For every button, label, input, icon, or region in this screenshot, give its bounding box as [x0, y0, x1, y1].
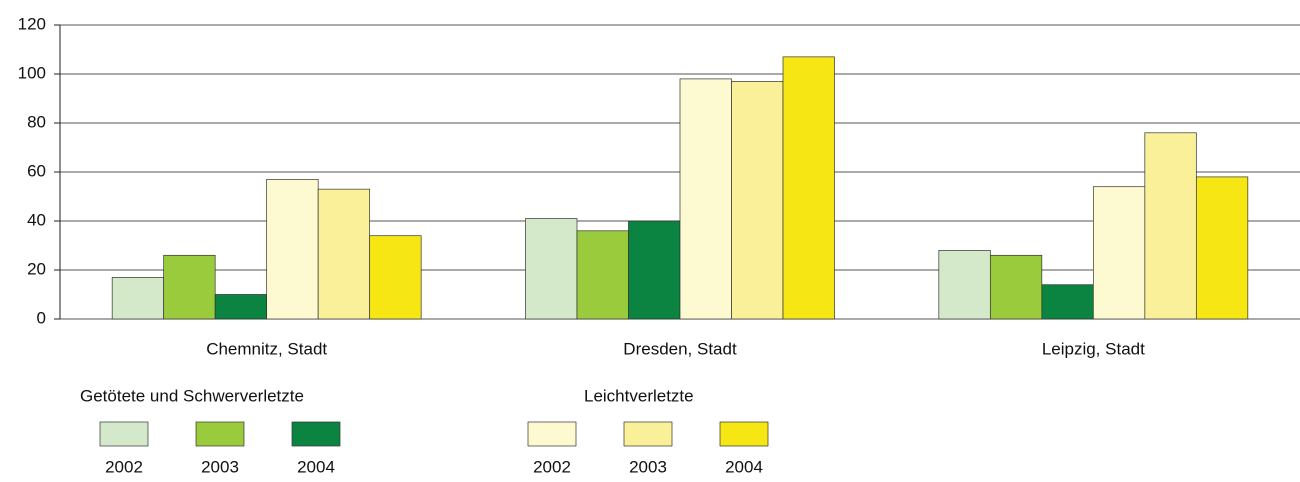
- legend-swatch: [527, 421, 577, 447]
- legend-swatch: [719, 421, 769, 447]
- legend-swatch: [623, 421, 673, 447]
- bar: [214, 294, 268, 320]
- bar: [1144, 132, 1197, 320]
- bar: [576, 230, 629, 320]
- legend-title: Getötete und Schwerverletzte: [80, 386, 304, 405]
- x-tick-label: Leipzig, Stadt: [1042, 339, 1145, 358]
- legend-label: 2002: [105, 457, 143, 476]
- x-tick-label: Dresden, Stadt: [623, 339, 737, 358]
- bar: [111, 277, 165, 320]
- bar: [989, 254, 1043, 320]
- bar: [1041, 284, 1094, 320]
- legend-label: 2003: [201, 457, 239, 476]
- bar: [731, 80, 784, 320]
- bar: [1195, 176, 1249, 320]
- x-tick-label: Chemnitz, Stadt: [206, 339, 327, 358]
- y-tick-label: 80: [27, 112, 46, 131]
- bar: [938, 250, 991, 320]
- bar: [317, 188, 371, 320]
- bar: [679, 78, 732, 320]
- legend-label: 2004: [725, 457, 763, 476]
- legend-title: Leichtverletzte: [584, 386, 694, 405]
- legend-swatch: [291, 421, 341, 447]
- legend-label: 2003: [629, 457, 667, 476]
- legend-label: 2002: [533, 457, 571, 476]
- bar: [266, 179, 319, 320]
- bar: [1092, 186, 1146, 320]
- y-tick-label: 40: [27, 210, 46, 229]
- legend-swatch: [99, 421, 149, 447]
- y-tick-label: 120: [18, 14, 46, 33]
- legend-label: 2004: [297, 457, 335, 476]
- bar: [163, 254, 216, 320]
- bar: [369, 235, 422, 320]
- bar: [628, 220, 681, 320]
- bar: [782, 56, 835, 320]
- y-tick-label: 100: [18, 63, 46, 82]
- bar: [525, 218, 578, 320]
- legend-swatch: [195, 421, 245, 447]
- y-tick-label: 60: [27, 161, 46, 180]
- y-tick-label: 20: [27, 259, 46, 278]
- y-tick-label: 0: [37, 308, 46, 327]
